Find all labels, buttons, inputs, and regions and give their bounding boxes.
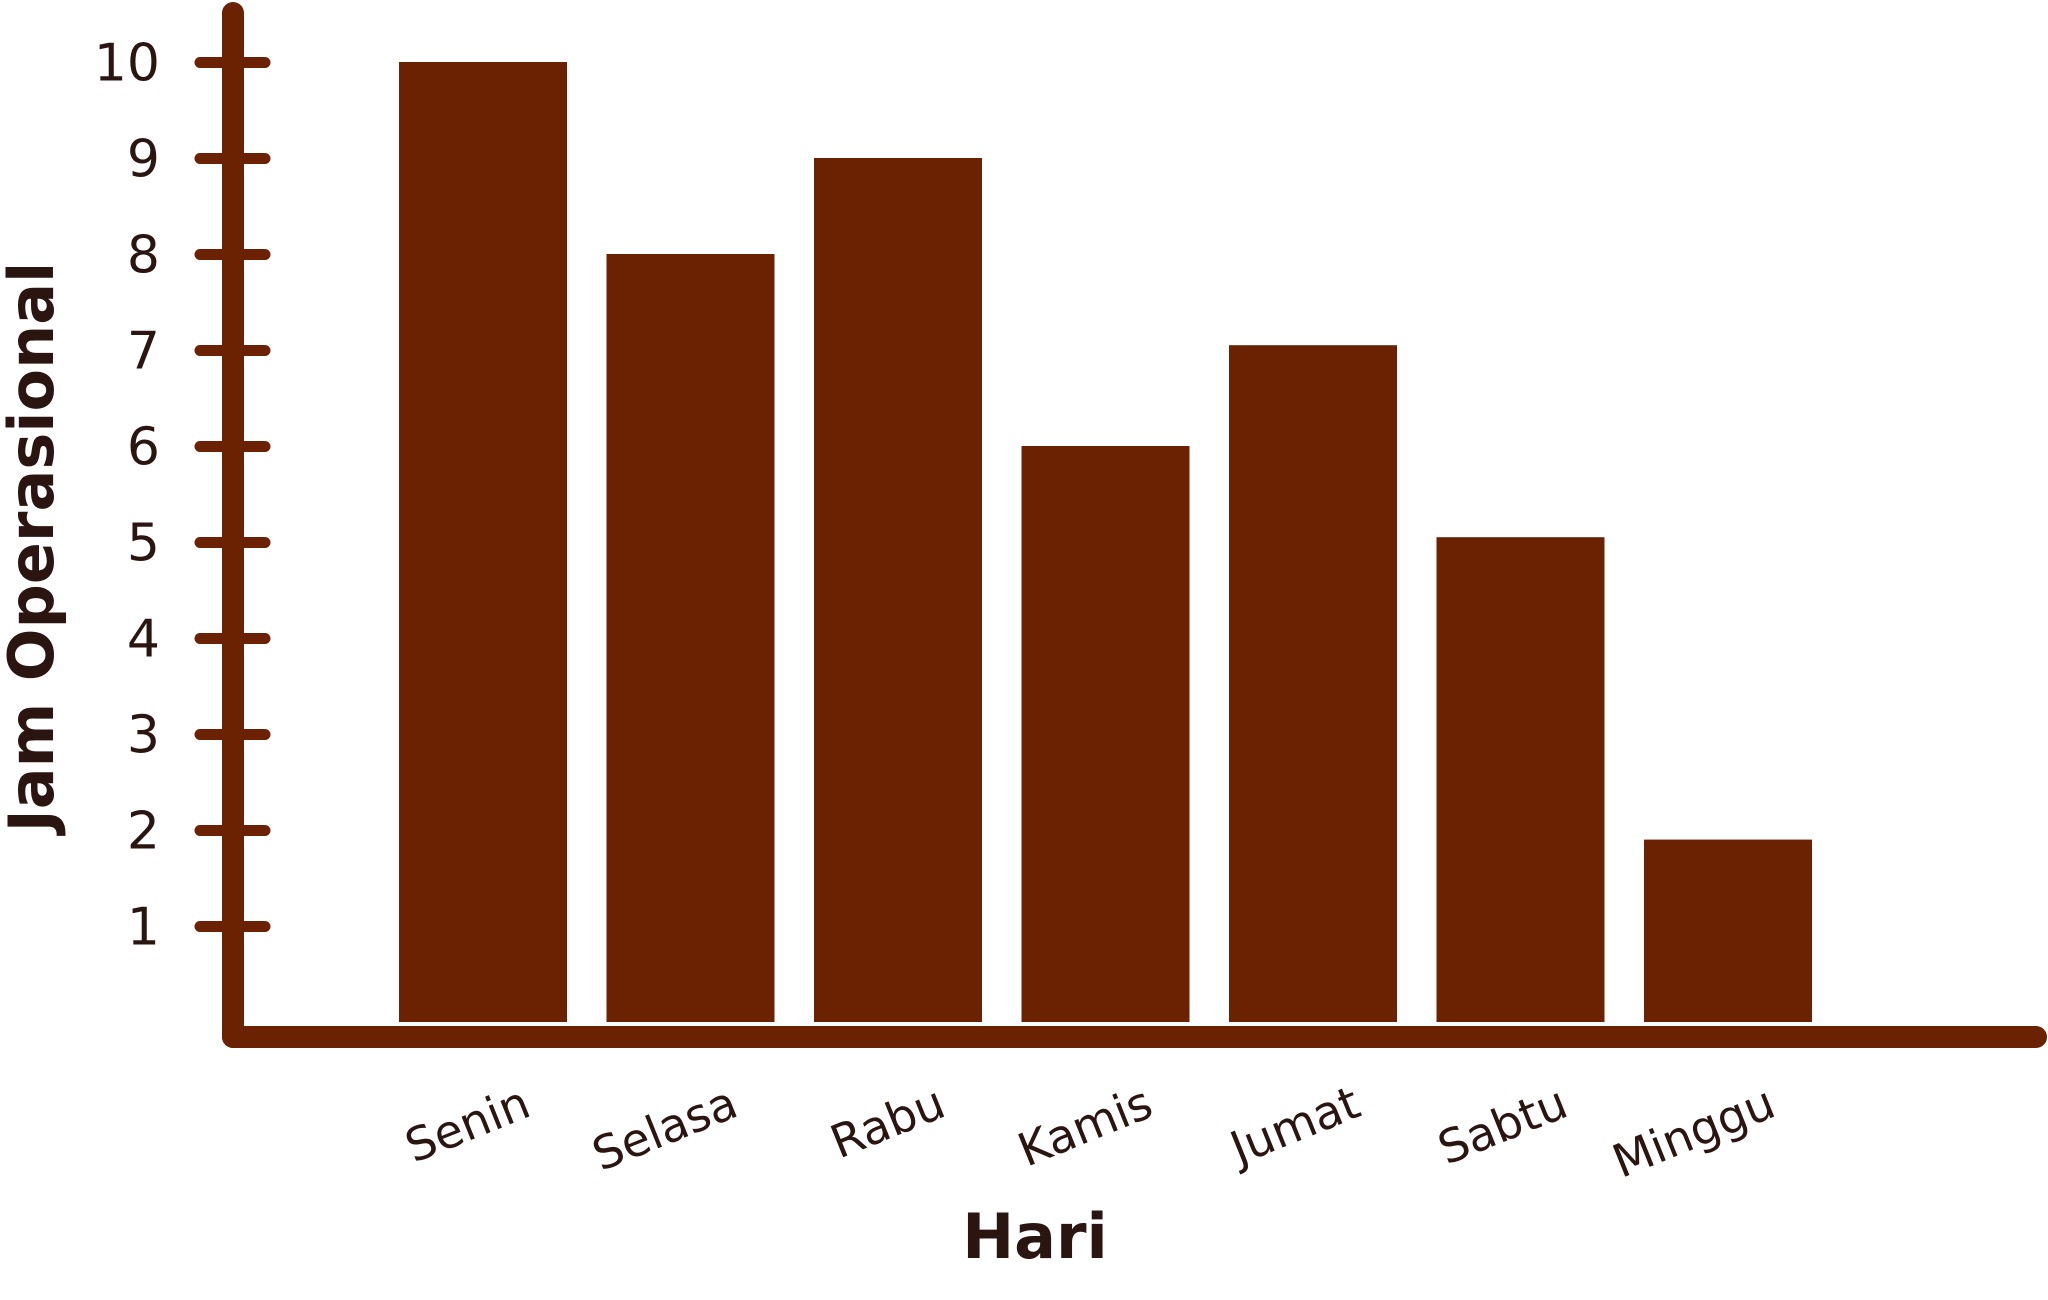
x-tick-label-senin: Senin — [398, 1075, 537, 1173]
bar-senin — [399, 62, 567, 1022]
bar-selasa — [606, 254, 775, 1022]
x-tick-label-selasa: Selasa — [585, 1075, 745, 1181]
y-tick-label: 4 — [127, 610, 160, 670]
x-tick-label-minggu: Minggu — [1605, 1075, 1782, 1188]
x-tick-label-rabu: Rabu — [823, 1075, 952, 1169]
y-tick-label: 5 — [127, 514, 160, 574]
bar-minggu — [1644, 839, 1812, 1022]
bars-group — [399, 62, 1812, 1022]
x-tick-label-jumat: Jumat — [1220, 1075, 1367, 1176]
y-axis-title: Jam Operasional — [0, 262, 68, 837]
bar-jumat — [1229, 345, 1397, 1022]
y-tick-label: 3 — [127, 706, 160, 766]
bar-rabu — [814, 158, 982, 1022]
x-axis-title: Hari — [962, 1200, 1108, 1273]
bar-sabtu — [1436, 537, 1605, 1022]
y-tick-label: 7 — [127, 322, 160, 382]
y-tick-label: 2 — [127, 802, 160, 862]
y-ticks-group: 1 2 3 4 5 6 7 8 9 10 — [94, 34, 271, 958]
x-labels-group: Senin Selasa Rabu Kamis Jumat Sabtu Minggu — [398, 1075, 1782, 1188]
y-tick-label: 1 — [127, 898, 160, 958]
y-tick-label: 10 — [94, 34, 160, 94]
y-tick-label: 8 — [127, 226, 160, 286]
bar-kamis — [1021, 446, 1190, 1022]
y-tick-label: 9 — [127, 130, 160, 190]
y-tick-label: 6 — [127, 418, 160, 478]
x-tick-label-kamis: Kamis — [1010, 1075, 1159, 1177]
x-tick-label-sabtu: Sabtu — [1430, 1075, 1574, 1175]
